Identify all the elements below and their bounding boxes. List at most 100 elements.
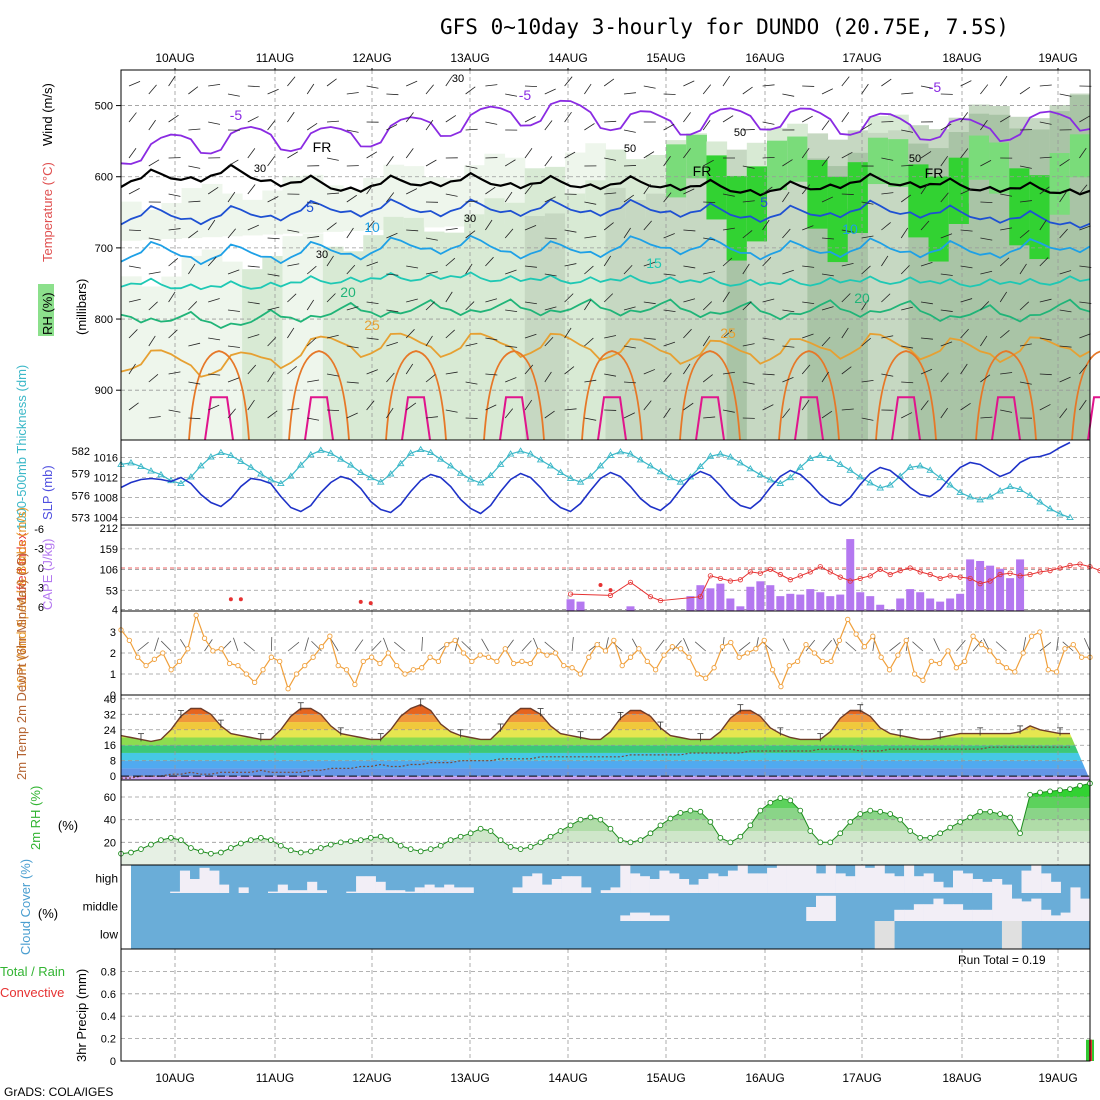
thickness-point [177,479,185,487]
rh2m-point [717,834,724,841]
rh2m-point [168,834,174,841]
cloud-bar-high [551,879,562,893]
day-label-bottom: 16AUG [745,1071,784,1085]
isotherm-35 [794,396,824,441]
rh-high-shade [726,175,748,261]
wind-barb [465,200,478,203]
rh2m-point [697,808,704,815]
li-point [897,568,903,574]
cape-bar [786,593,795,611]
wind10m-point [569,665,575,671]
wind-barb [663,192,672,203]
wind10m-point [753,646,759,652]
wind-barb [663,155,671,167]
thickness-point [576,478,585,485]
wind10m-point [611,637,617,644]
wind10m-point [168,667,174,673]
wind-barb [267,237,280,240]
cloud-bar-middle [1080,898,1091,921]
wind-barb [425,84,434,95]
temp-band [121,706,1090,715]
wind-barb [405,148,414,159]
cape-bar [796,594,805,611]
rh2m-point [987,808,993,815]
wind10m-point [586,654,592,660]
rh2m-panel: 20 40 60 (%) [58,779,1093,866]
wind10m-point [744,650,751,656]
rh2m-point [317,845,324,851]
wind-barb [148,159,160,167]
isotherm-30 [778,350,840,441]
wind-barb [1079,333,1091,339]
wind10m-point [193,612,199,618]
rh2m-point [297,849,304,856]
li-point [777,571,783,578]
rh-shade [302,174,324,233]
wind-barb [683,363,691,375]
wind-barb [148,373,159,383]
wind10m-point [661,652,667,658]
wind-barb [425,271,438,275]
wind-barb [346,381,359,384]
wind-barb [425,374,436,383]
li-point [807,569,813,575]
wind-barb [445,257,456,267]
wind-barb [742,200,755,203]
wind-barb [762,298,775,303]
li-point [567,591,574,597]
rh-contour-label: 50 [909,153,921,165]
wind10m-barb [160,640,172,652]
rh-shade [544,213,566,440]
rh2m-point [148,841,154,848]
wind-barb [307,236,320,239]
cloud-bar-high [571,876,582,893]
rh-contour-label: 30 [316,249,328,261]
wind-barb [920,301,933,305]
rh-shade [888,130,909,440]
wind-barb [584,417,597,421]
cloud-bar-high [874,865,885,893]
wind10m-barb [782,638,790,652]
precip-tick-label: 0.2 [101,1034,116,1046]
wind10m-point [268,654,275,660]
temp-band [121,752,1090,761]
cloud-bar-high [737,865,748,893]
cloud-bar-middle [620,915,631,921]
wind-barb [742,230,753,239]
thickness-point [197,461,205,469]
isotherm-35 [695,396,725,441]
cloud-bar-high [855,865,866,893]
wind-barb [485,298,498,303]
rh-high-shade [767,140,788,191]
lifted-index-axis-label: Lifted Index [14,532,29,600]
rh-band [121,842,1090,865]
li-point [238,597,243,602]
wind-barb [227,93,240,97]
wind10m-point [669,644,675,650]
wind-barb [208,83,221,87]
cloud-bar-high [189,879,200,893]
thickness-point [726,453,735,460]
wind10m-point [226,660,233,667]
wind10m-barb [243,641,255,652]
wind-barb [148,301,158,311]
cloud-row-label-low: low [100,927,118,941]
wind-barb [623,129,636,133]
wind10m-point [703,675,709,681]
cape-bar [756,581,765,611]
cloud-bar-high [610,887,621,893]
cloud-bar-high [1001,884,1013,893]
cloud-bar-high [1070,887,1081,893]
wind-barb [386,192,395,203]
rh-shade [565,193,586,440]
li-cape-panel: 6 3 0 -3 -6 4 53 106 159 212 [34,523,1100,616]
wind10m-point [652,667,659,673]
wind-barb [584,201,597,205]
cloud-bar-middle [1070,893,1081,921]
wind-barb [326,373,339,377]
rh-shade [262,190,283,235]
wind-barb [386,407,394,419]
cloud-bar-high [864,867,876,893]
wind-barb [1059,309,1072,313]
wind-barb [1079,364,1088,375]
